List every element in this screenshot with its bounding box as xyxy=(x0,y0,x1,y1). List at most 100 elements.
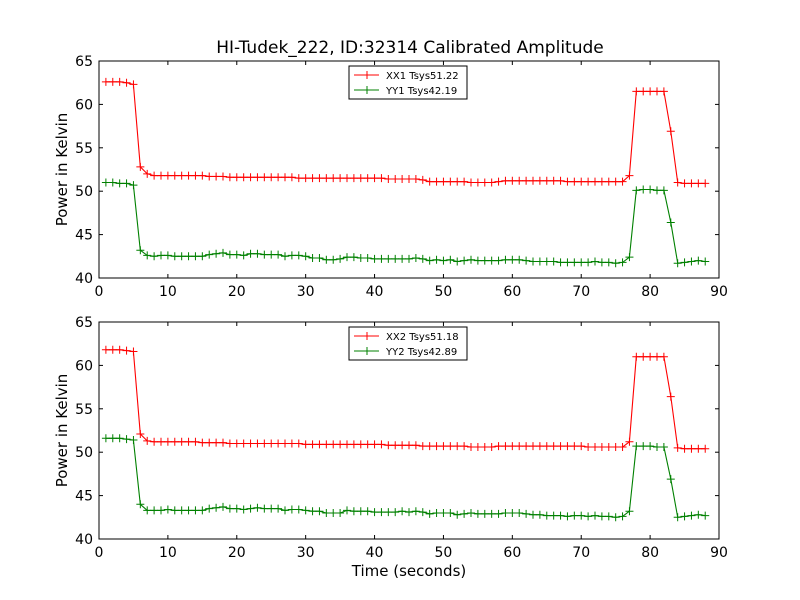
data-point xyxy=(253,439,262,448)
data-point xyxy=(618,512,627,521)
data-point xyxy=(666,392,675,401)
data-point xyxy=(432,255,441,264)
y-tick-label: 60 xyxy=(75,97,93,113)
data-point xyxy=(232,250,241,259)
data-point xyxy=(343,253,351,262)
data-point xyxy=(232,504,241,513)
data-point xyxy=(136,500,145,509)
y-tick-label: 50 xyxy=(75,445,93,461)
data-point xyxy=(343,440,351,449)
data-point xyxy=(136,162,145,171)
data-point xyxy=(329,255,338,264)
data-point xyxy=(639,185,648,194)
data-point xyxy=(356,254,365,263)
data-point xyxy=(329,174,338,183)
data-point xyxy=(274,439,283,448)
legend-label: XX1 Tsys51.22 xyxy=(386,71,459,82)
data-point xyxy=(225,504,234,513)
data-point xyxy=(115,179,124,188)
data-point xyxy=(170,171,179,180)
data-point xyxy=(177,437,186,446)
data-point xyxy=(225,250,234,259)
data-point xyxy=(163,171,172,180)
x-tick-label: 30 xyxy=(297,284,315,300)
x-tick-label: 60 xyxy=(503,284,521,300)
data-point xyxy=(632,87,641,96)
data-point xyxy=(687,444,696,453)
data-point xyxy=(515,255,524,264)
data-point xyxy=(480,509,489,518)
data-point xyxy=(418,254,427,263)
data-point xyxy=(308,254,317,263)
data-point xyxy=(315,507,324,516)
data-point xyxy=(239,173,248,182)
data-point xyxy=(301,506,310,515)
data-point xyxy=(143,169,152,178)
data-point xyxy=(405,254,413,263)
data-point xyxy=(425,442,434,451)
data-point xyxy=(260,250,269,259)
y-tick-label: 40 xyxy=(75,532,93,548)
data-point xyxy=(191,252,200,261)
data-point xyxy=(439,256,448,265)
data-point xyxy=(370,440,379,449)
data-point xyxy=(253,173,262,182)
data-point xyxy=(604,442,613,451)
data-point xyxy=(205,250,214,259)
legend-label: YY1 Tsys42.19 xyxy=(385,86,457,97)
y-tick-label: 50 xyxy=(75,184,93,200)
x-tick-label: 80 xyxy=(641,545,659,561)
data-point xyxy=(391,175,400,184)
data-point xyxy=(680,512,689,521)
data-point xyxy=(570,442,579,451)
data-point xyxy=(508,508,517,517)
data-point xyxy=(343,506,351,515)
data-point xyxy=(363,507,372,516)
data-point xyxy=(494,256,503,265)
data-point xyxy=(508,255,517,264)
data-point xyxy=(701,257,710,266)
data-point xyxy=(418,508,427,517)
data-point xyxy=(184,437,193,446)
data-point xyxy=(349,174,358,183)
data-point xyxy=(625,171,634,180)
legend: XX2 Tsys51.18 YY2 Tsys42.89 xyxy=(348,326,468,361)
data-point xyxy=(177,252,186,261)
data-point xyxy=(391,441,400,450)
data-point xyxy=(522,256,531,265)
data-point xyxy=(529,176,537,185)
data-point xyxy=(301,440,310,449)
data-point xyxy=(577,177,586,186)
data-point xyxy=(260,173,269,182)
x-tick-label: 20 xyxy=(228,545,246,561)
data-point xyxy=(625,253,634,262)
data-point xyxy=(632,186,641,195)
data-point xyxy=(535,510,544,519)
data-point xyxy=(370,254,379,263)
data-point xyxy=(239,439,248,448)
data-point xyxy=(246,504,255,513)
data-point xyxy=(542,442,551,451)
data-point xyxy=(391,254,400,263)
data-point xyxy=(666,475,675,484)
data-point xyxy=(108,77,117,86)
data-point xyxy=(405,441,413,450)
data-point xyxy=(646,442,655,451)
data-point xyxy=(370,174,379,183)
data-point xyxy=(604,177,613,186)
data-point xyxy=(501,508,510,517)
data-point xyxy=(356,440,365,449)
data-point xyxy=(487,178,496,187)
data-point xyxy=(515,508,524,517)
legend-marker xyxy=(363,332,371,340)
data-point xyxy=(115,434,124,443)
legend-box xyxy=(348,326,468,361)
data-point xyxy=(453,442,462,451)
data-point xyxy=(467,508,475,517)
data-point xyxy=(411,441,420,450)
data-point xyxy=(418,175,427,184)
data-point xyxy=(653,87,661,96)
data-point xyxy=(653,442,661,451)
y-tick-label: 65 xyxy=(75,315,93,331)
